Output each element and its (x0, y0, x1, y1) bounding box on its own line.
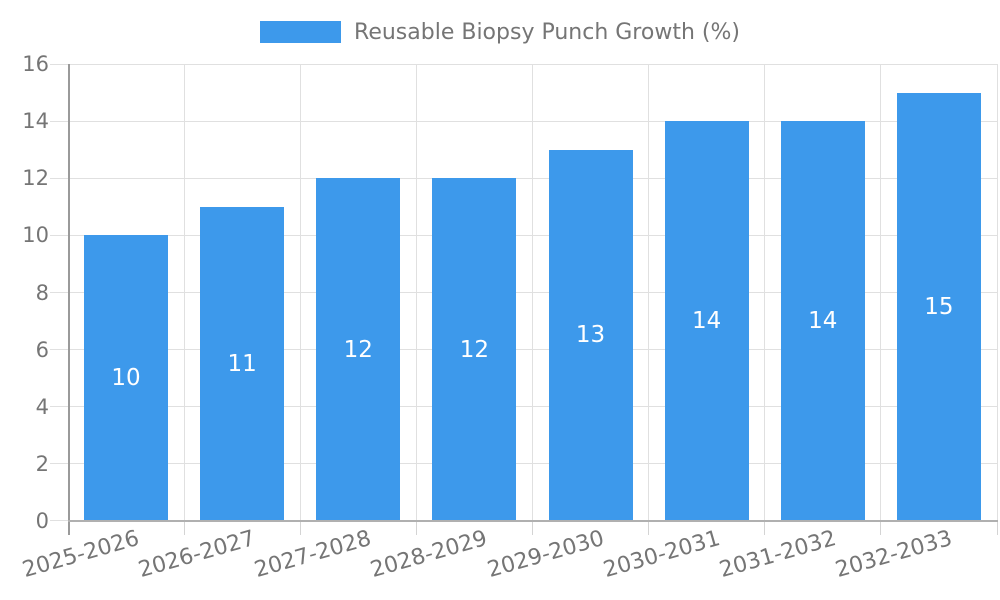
bar-value-label: 13 (575, 322, 606, 349)
y-axis-tick-label: 12 (22, 166, 49, 191)
x-gridline (764, 64, 766, 521)
bar[interactable]: 11 (200, 206, 285, 521)
bar[interactable]: 13 (548, 149, 633, 521)
bar-value-label: 12 (343, 336, 373, 363)
legend-label: Reusable Biopsy Punch Growth (%) (354, 19, 740, 45)
bar[interactable]: 12 (432, 178, 517, 521)
bar-value-label: 10 (111, 365, 141, 392)
y-gridline (50, 406, 997, 408)
bar-value-label: 14 (692, 308, 722, 335)
bar[interactable]: 14 (780, 121, 865, 521)
x-tick (415, 521, 417, 535)
y-axis-tick-label: 16 (22, 52, 49, 76)
y-gridline (50, 292, 997, 293)
bar[interactable]: 14 (664, 121, 749, 521)
y-axis-tick-label: 0 (35, 509, 49, 533)
y-gridline (50, 63, 997, 65)
x-tick (880, 521, 882, 535)
y-gridline (50, 120, 997, 122)
legend: Reusable Biopsy Punch Growth (%) (0, 18, 1000, 46)
legend-item[interactable]: Reusable Biopsy Punch Growth (%) (260, 20, 740, 45)
y-gridline (50, 349, 997, 351)
x-tick (996, 521, 998, 535)
x-tick (183, 521, 185, 535)
y-axis-tick-label: 6 (35, 337, 49, 362)
bar[interactable]: 12 (316, 178, 401, 521)
x-gridline (183, 64, 185, 521)
x-gridline (532, 64, 533, 521)
x-tick (764, 521, 766, 535)
x-gridline (880, 64, 882, 521)
bar-value-label: 11 (227, 350, 257, 377)
bar-value-label: 14 (808, 308, 838, 335)
x-tick (648, 521, 650, 535)
x-gridline (996, 64, 998, 521)
y-axis-tick-label: 8 (35, 280, 49, 305)
y-axis-tick-label: 10 (22, 223, 49, 248)
bar-value-label: 15 (924, 293, 954, 320)
bar-value-label: 12 (459, 336, 490, 363)
x-gridline (648, 64, 650, 521)
x-gridline (299, 64, 301, 521)
y-axis-tick-label: 4 (35, 394, 49, 419)
x-tick (532, 521, 533, 535)
y-tick (50, 520, 68, 521)
x-tick (299, 521, 301, 535)
bar[interactable]: 10 (84, 235, 169, 521)
y-axis-tick-label: 2 (35, 451, 49, 476)
x-axis-line (68, 520, 998, 522)
y-axis-tick-label: 14 (22, 109, 49, 134)
y-gridline (50, 463, 997, 465)
y-gridline (50, 177, 997, 179)
bar[interactable]: 15 (896, 92, 981, 521)
y-gridline (50, 234, 997, 236)
y-axis-line (68, 64, 70, 535)
x-gridline (415, 64, 417, 521)
legend-swatch-icon (260, 21, 342, 43)
